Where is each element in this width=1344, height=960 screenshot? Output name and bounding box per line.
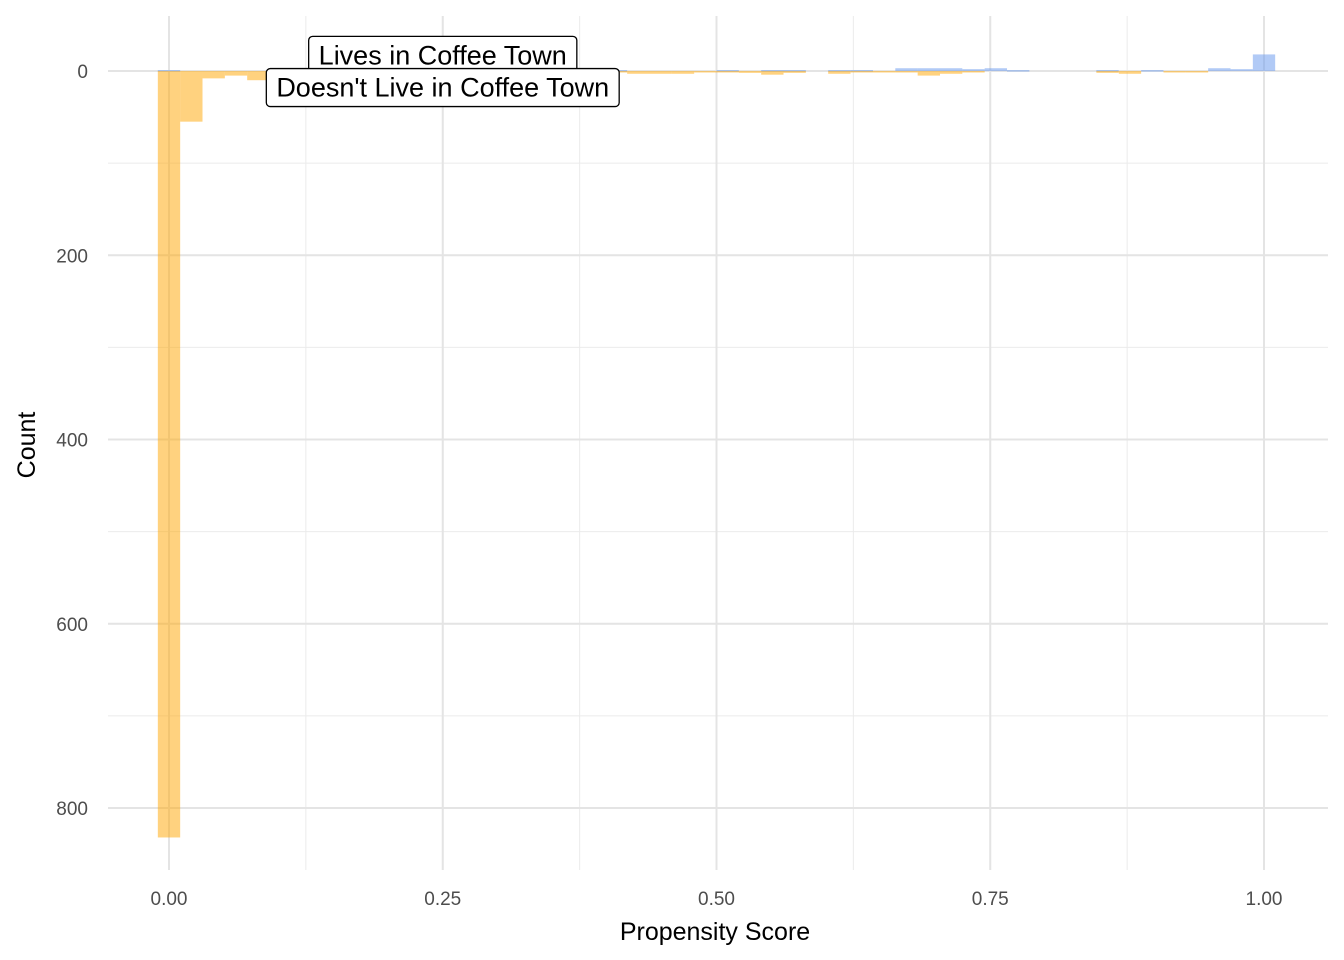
histogram-bar	[872, 71, 896, 73]
histogram-bar	[224, 71, 248, 76]
histogram-bar	[783, 70, 806, 72]
histogram-bar	[1141, 70, 1164, 72]
histogram-bar	[716, 71, 739, 73]
y-axis-title: Count	[13, 412, 41, 479]
annotation-box	[265, 67, 620, 108]
y-tick-label: 400	[56, 431, 88, 452]
y-axis-ticks: 0 200 400 600 800	[56, 62, 88, 820]
histogram-bar	[649, 71, 672, 74]
histogram-bar	[1163, 71, 1186, 73]
histogram-bar	[962, 71, 985, 73]
histogram-bar	[1096, 70, 1119, 72]
histogram-bar	[761, 70, 784, 72]
histogram-bar	[828, 70, 851, 72]
histogram-bar	[939, 71, 963, 74]
histogram-bar	[202, 71, 225, 79]
annotation-text: Doesn't Live in Coffee Town	[276, 73, 609, 103]
y-tick-label: 200	[56, 246, 88, 267]
histogram-bar	[917, 71, 940, 76]
histogram-bar	[850, 70, 873, 72]
histogram-bar	[157, 71, 181, 838]
major-gridlines	[108, 16, 1328, 870]
histogram-bar	[939, 68, 963, 71]
histogram-bar	[984, 68, 1008, 71]
y-tick-label: 800	[56, 799, 88, 820]
histogram-bar	[783, 71, 806, 73]
histogram-bar	[761, 71, 784, 75]
histogram-bar	[627, 71, 650, 74]
x-tick-label: 0.00	[151, 889, 188, 910]
histogram-bar	[694, 71, 717, 73]
x-axis-ticks: 0.00 0.25 0.50 0.75 1.00	[151, 889, 1283, 910]
y-tick-label: 0	[77, 62, 88, 83]
annotation-text: Lives in Coffee Town	[319, 40, 567, 70]
histogram-bar	[716, 70, 739, 72]
x-tick-label: 0.50	[698, 889, 735, 910]
histogram-bar	[850, 71, 873, 73]
histogram-bar	[157, 70, 181, 72]
histogram-bar	[1208, 68, 1231, 71]
histogram-bar	[180, 71, 203, 122]
histogram-bar	[738, 71, 762, 73]
histogram-bar	[671, 71, 695, 74]
histogram-bar	[1118, 71, 1142, 74]
histogram-bar	[1096, 71, 1119, 73]
x-tick-label: 0.75	[972, 889, 1009, 910]
histogram-bar	[1230, 69, 1253, 71]
histogram-bar	[962, 69, 985, 71]
x-axis-title: Propensity Score	[620, 918, 810, 946]
histogram-bar	[917, 68, 940, 71]
histogram-bar	[895, 71, 918, 73]
series-doesnt-live-in-coffee-town	[157, 71, 1209, 838]
y-tick-label: 600	[56, 615, 88, 636]
annotation-label: Doesn't Live in Coffee Town	[265, 67, 620, 108]
histogram-bar	[1185, 71, 1209, 73]
histogram-bar	[895, 68, 918, 71]
histogram-bar	[247, 71, 270, 81]
x-tick-label: 0.25	[424, 889, 461, 910]
histogram-bar	[828, 71, 851, 74]
annotation-label: Lives in Coffee Town	[308, 35, 578, 75]
histogram-bar	[1252, 54, 1276, 71]
minor-gridlines	[108, 16, 1328, 870]
x-tick-label: 1.00	[1246, 889, 1283, 910]
histogram-bar	[1007, 70, 1030, 72]
